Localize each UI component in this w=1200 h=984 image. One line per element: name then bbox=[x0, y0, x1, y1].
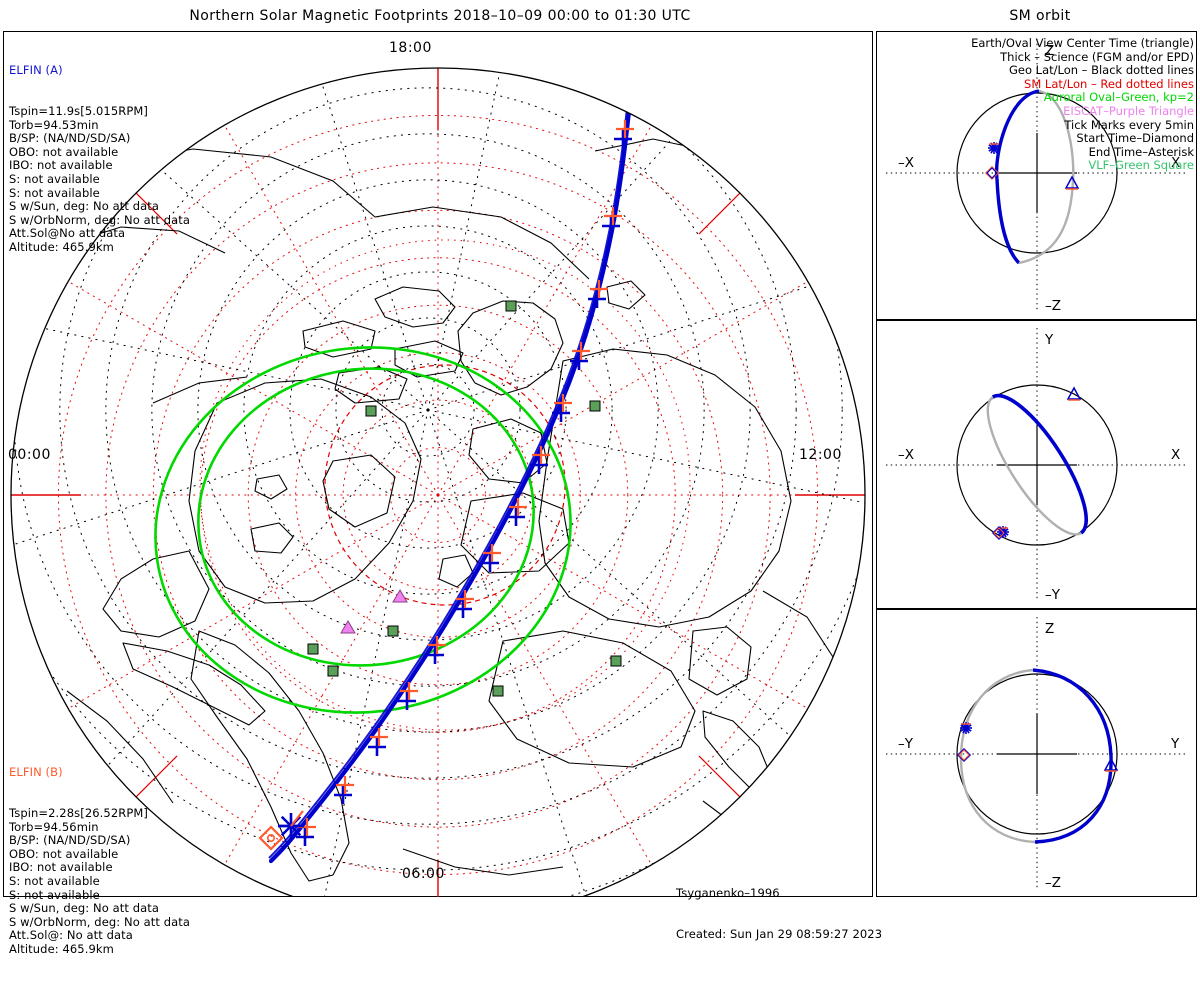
axis-label-up: Y bbox=[1044, 332, 1054, 348]
satellite-b-line: S: not available bbox=[9, 887, 100, 902]
satellite-a-line: B/SP: (NA/ND/SD/SA) bbox=[9, 131, 131, 146]
satellite-b-name: ELFIN (B) bbox=[9, 765, 63, 780]
satellite-a-info: ELFIN (A) Tspin=11.9s[5.015RPM] Torb=94.5… bbox=[9, 37, 190, 282]
auroral-oval-outer bbox=[154, 346, 572, 714]
model-name: Tsyganenko–1996 bbox=[676, 886, 780, 901]
orbit-track-blue bbox=[1032, 668, 1113, 844]
map-legend: Earth/Oval View Center Time (triangle) Th… bbox=[971, 36, 1194, 173]
legend-entry: Auroral Oval–Green, kp=2 bbox=[1043, 90, 1194, 105]
view-center-time-triangle bbox=[1066, 386, 1082, 400]
satellite-b-ground-track bbox=[268, 97, 629, 859]
orbit-track-blue-2 bbox=[995, 178, 1021, 265]
satellite-a-lines: Tspin=11.9s[5.015RPM] Torb=94.53min B/SP: … bbox=[9, 103, 191, 255]
orbit-track-gray bbox=[1018, 89, 1075, 265]
axis-label-left: –X bbox=[898, 447, 914, 463]
satellite-a-line: Torb=94.53min bbox=[9, 117, 99, 132]
vlf-station-marker bbox=[387, 625, 399, 637]
vlf-station-marker bbox=[365, 405, 377, 417]
start-time-diamond bbox=[984, 165, 1000, 181]
orbit-panel-xy-frame bbox=[876, 320, 1197, 609]
earth-circle bbox=[956, 673, 1118, 835]
satellite-a-line: OBO: not available bbox=[9, 144, 119, 159]
orbit-panel-xz-frame bbox=[876, 31, 1197, 320]
orbit-panel-yz-frame bbox=[876, 609, 1197, 897]
legend-entry: Thick – Science (FGM and/or EPD) bbox=[1000, 49, 1194, 64]
eiscat-station-marker bbox=[340, 620, 356, 634]
orbit-track-gray bbox=[959, 668, 1036, 844]
vlf-station-marker bbox=[307, 643, 319, 655]
legend-entry: Geo Lat/Lon – Black dotted lines bbox=[1008, 63, 1194, 78]
created-timestamp: Created: Sun Jan 29 08:59:27 2023 bbox=[676, 926, 883, 941]
satellite-a-line: S w/OrbNorm, deg: No att data bbox=[9, 212, 191, 227]
earth-circle bbox=[956, 384, 1118, 546]
polar-map bbox=[10, 67, 866, 897]
satellite-b-line: S: not available bbox=[9, 873, 100, 888]
orbit-view-yz: Z –Z –Y Y bbox=[886, 617, 1187, 891]
axis-label-right: Y bbox=[1170, 736, 1180, 752]
legend-entry: EISCAT–Purple Triangle bbox=[1063, 103, 1194, 118]
mlt-label-06: 06:00 bbox=[402, 866, 445, 882]
start-time-diamond bbox=[956, 747, 972, 763]
satellite-a-line: Altitude: 465.9km bbox=[9, 239, 114, 254]
vlf-station-marker bbox=[589, 400, 601, 412]
mlt-label-12: 12:00 bbox=[799, 447, 842, 463]
satellite-b-line: OBO: not available bbox=[9, 846, 119, 861]
orbit-track-gray bbox=[986, 396, 1082, 536]
satellite-a-name: ELFIN (A) bbox=[9, 63, 63, 78]
satellite-a-line: S: not available bbox=[9, 185, 100, 200]
satellite-b-line: S w/Sun, deg: No att data bbox=[9, 901, 160, 916]
start-time-diamond bbox=[258, 825, 284, 851]
credits: Tsyganenko–1996 Created: Sun Jan 29 08:5… bbox=[676, 860, 882, 969]
vlf-station-marker bbox=[327, 665, 339, 677]
satellite-b-line: IBO: not available bbox=[9, 860, 113, 875]
view-center-time-triangle bbox=[1103, 757, 1119, 771]
vlf-station-marker bbox=[492, 685, 504, 697]
satellite-b-line: S w/OrbNorm, deg: No att data bbox=[9, 914, 191, 929]
legend-entry: End Time–Asterisk bbox=[1088, 144, 1194, 159]
satellite-a-line: S w/Sun, deg: No att data bbox=[9, 199, 160, 214]
page-title: Northern Solar Magnetic Footprints 2018–… bbox=[189, 8, 691, 24]
orbit-track-blue bbox=[994, 89, 1040, 180]
axis-label-down: –Z bbox=[1045, 298, 1061, 314]
axis-label-up: Z bbox=[1045, 43, 1054, 59]
axis-label-up: Z bbox=[1045, 621, 1054, 637]
legend-entry: SM Lat/Lon – Red dotted lines bbox=[1024, 76, 1194, 91]
end-time-asterisk bbox=[960, 724, 972, 732]
mlt-label-00: 00:00 bbox=[8, 447, 51, 463]
satellite-a-line: S: not available bbox=[9, 171, 100, 186]
satellite-a-line: IBO: not available bbox=[9, 158, 113, 173]
auroral-oval-inner bbox=[197, 367, 535, 667]
orbit-panel-title: SM orbit bbox=[1009, 8, 1071, 24]
satellite-b-line: Altitude: 465.9km bbox=[9, 941, 114, 956]
axis-label-down: –Z bbox=[1045, 875, 1061, 891]
satellite-b-line: Tspin=2.28s[26.52RPM] bbox=[9, 805, 148, 820]
satellite-a-line: Tspin=11.9s[5.015RPM] bbox=[9, 103, 148, 118]
satellite-a-line: Att.Sol@No att data bbox=[9, 226, 126, 241]
satellite-b-lines: Tspin=2.28s[26.52RPM] Torb=94.56min B/SP: … bbox=[9, 805, 191, 957]
axis-label-left: –X bbox=[898, 155, 914, 171]
legend-entry: Tick Marks every 5min bbox=[1064, 117, 1194, 132]
satellite-b-line: Att.Sol@: No att data bbox=[9, 928, 133, 943]
eiscat-station-marker bbox=[392, 589, 408, 603]
vlf-station-marker bbox=[505, 300, 517, 312]
orbit-view-xy: Y –Y –X X bbox=[886, 328, 1187, 603]
orbit-track-blue bbox=[991, 393, 1089, 535]
axis-label-down: –Y bbox=[1045, 587, 1061, 603]
figure-root: Northern Solar Magnetic Footprints 2018–… bbox=[3, 8, 1197, 956]
start-time-diamond bbox=[991, 525, 1007, 541]
legend-entry: Start Time–Diamond bbox=[1076, 131, 1194, 146]
axis-label-right: X bbox=[1171, 155, 1180, 171]
axis-label-right: X bbox=[1171, 447, 1180, 463]
legend-entry: VLF–Green Square bbox=[1088, 158, 1194, 173]
satellite-b-line: Torb=94.56min bbox=[9, 819, 99, 834]
vlf-station-marker bbox=[610, 655, 622, 667]
satellite-b-info: ELFIN (B) Tspin=2.28s[26.52RPM] Torb=94.5… bbox=[9, 739, 190, 984]
mlt-label-18: 18:00 bbox=[389, 40, 432, 56]
view-center-time-triangle bbox=[1064, 175, 1080, 189]
satellite-b-line: B/SP: (NA/ND/SD/SA) bbox=[9, 833, 131, 848]
legend-entry: Earth/Oval View Center Time (triangle) bbox=[971, 36, 1194, 50]
orbit-view-xz: Z –Z –X X bbox=[886, 39, 1187, 314]
end-time-asterisk bbox=[988, 144, 1000, 152]
axis-label-left: –Y bbox=[898, 736, 914, 752]
